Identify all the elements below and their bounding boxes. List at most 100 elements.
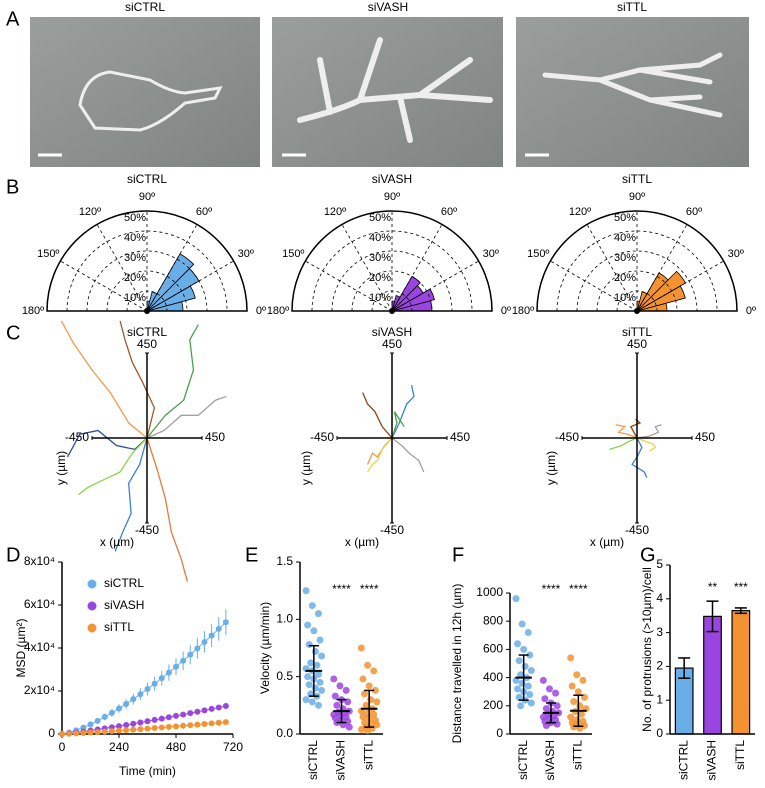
chart-title: siVASH (372, 172, 412, 186)
track (391, 384, 415, 439)
series-line (61, 621, 227, 735)
bar (731, 610, 751, 735)
point (527, 667, 535, 675)
r-tick-label: 20% (124, 272, 146, 284)
origin (634, 308, 640, 314)
point (305, 641, 313, 649)
significance: ** (708, 580, 718, 594)
panel-label: A (6, 8, 20, 30)
y-tick-label: 4 (656, 591, 663, 605)
angle-grid (341, 224, 393, 312)
r-tick-label: 30% (614, 252, 636, 264)
point (514, 640, 522, 648)
angle-grid (60, 260, 148, 312)
angle-grid (636, 260, 724, 312)
point (304, 621, 312, 629)
track (636, 424, 662, 439)
point (137, 691, 144, 698)
wedge (391, 275, 421, 312)
image-title: siVASH (368, 0, 408, 14)
chart-title: siVASH (372, 325, 412, 339)
point (512, 595, 520, 603)
x-tick-label: siCTRL (516, 740, 530, 780)
angle-grid (146, 260, 234, 312)
point (515, 657, 523, 665)
track (146, 324, 199, 439)
point (311, 647, 319, 655)
r-tick-label: 50% (369, 212, 391, 224)
x-tick-label: 0 (59, 740, 66, 754)
point (101, 713, 108, 720)
r-tick-label: 30% (124, 252, 146, 264)
polar-frame (291, 210, 493, 312)
x-tick-label: 240 (109, 740, 129, 754)
y-tick-label: 2x10⁴ (24, 683, 55, 697)
r-tick-label: 40% (369, 232, 391, 244)
y-tick-label: -450 (625, 523, 649, 537)
point (365, 682, 373, 690)
chart-title: siTTL (622, 172, 652, 186)
point (151, 725, 158, 732)
significance: *** (734, 580, 748, 594)
point (158, 724, 165, 731)
angle-tick-label: 150º (37, 248, 59, 260)
radial-grid (596, 270, 678, 312)
y-tick-label: 800 (483, 613, 503, 627)
panel-label: G (640, 544, 656, 566)
point (187, 651, 194, 658)
angle-tick-label: 30º (728, 248, 744, 260)
point (187, 710, 194, 717)
origin (144, 308, 150, 314)
chart-title: siCTRL (127, 325, 167, 339)
y-axis-label: Velocity (µm/min) (258, 602, 272, 694)
point (576, 702, 584, 710)
angle-grid (305, 260, 393, 312)
origin (389, 308, 395, 314)
panel-label: D (6, 544, 20, 566)
x-tick-label: siCTRL (306, 740, 320, 780)
track (629, 418, 642, 439)
y-tick-label: 1.5 (276, 554, 293, 568)
angle-grid (636, 224, 688, 312)
x-tick-label: siVASH (334, 740, 348, 780)
y-tick-label: 0 (496, 726, 503, 740)
point (359, 675, 367, 683)
point (520, 645, 528, 653)
track (391, 437, 425, 473)
point (158, 715, 165, 722)
r-tick-label: 50% (124, 212, 146, 224)
angle-tick-label: 180º (512, 305, 534, 317)
point (367, 696, 375, 704)
point (116, 705, 122, 712)
point (517, 702, 525, 710)
point (542, 705, 550, 713)
y-tick-label: 0 (48, 726, 55, 740)
point (201, 707, 208, 714)
y-axis-label: No. of protrusions (>10µm)/cell (640, 567, 654, 732)
point (316, 678, 324, 686)
y-tick-label: 6x10⁴ (24, 597, 55, 611)
x-tick-label: 480 (166, 740, 186, 754)
y-axis-label: y (µm) (544, 451, 558, 485)
angle-grid (146, 224, 198, 312)
x-tick-label: siCTRL (676, 740, 690, 780)
angle-grid (391, 260, 479, 312)
angle-tick-label: 60º (441, 206, 457, 218)
point (574, 688, 582, 696)
point (573, 671, 581, 679)
track (391, 411, 405, 439)
legend-marker (87, 601, 97, 611)
point (94, 717, 101, 724)
point (201, 721, 208, 728)
point (318, 686, 326, 694)
angle-tick-label: 90º (139, 191, 155, 203)
angle-tick-label: 0º (746, 305, 756, 317)
angle-tick-label: 120º (79, 206, 101, 218)
point (222, 619, 229, 626)
y-tick-label: 450 (382, 337, 402, 351)
point (215, 704, 222, 711)
angle-tick-label: 90º (629, 191, 645, 203)
y-tick-label: 450 (627, 337, 647, 351)
point (553, 702, 561, 710)
legend-marker (87, 623, 97, 633)
